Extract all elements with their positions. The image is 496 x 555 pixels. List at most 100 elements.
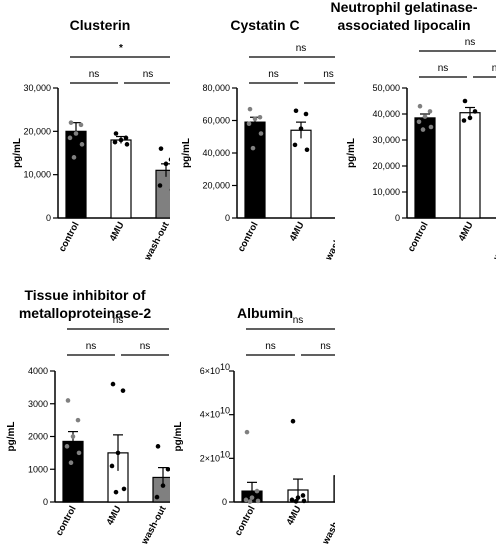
data-point [79,123,84,128]
significance-label: ns [143,69,154,80]
y-tick-label: 0 [225,213,230,223]
chart-panel-timp2: Tissue inhibitor of metalloproteinase-2 pg… [0,285,170,550]
x-category-label: control [233,504,258,538]
chart-panel-ngal: Neutrophil gelatinase-associated lipocal… [326,0,496,265]
y-tick-label: 40,000 [202,148,230,158]
y-tick-label: 30,000 [23,83,51,93]
data-point [251,146,256,151]
chart-clusterin: Clusterinpg/mL010,00020,00030,000control… [0,0,170,265]
data-point [418,104,423,109]
x-category-label: 4MU [457,220,476,243]
significance-label: ns [265,341,276,352]
significance-label: ns [296,43,307,54]
significance-label: ns [86,341,97,352]
data-point [245,430,250,435]
y-tick-label: 0 [222,497,227,507]
significance-label: ns [89,69,100,80]
data-point [71,434,76,439]
chart-title: Neutrophil gelatinase- [330,0,477,15]
x-category-label: 4MU [108,220,127,243]
data-point [423,114,428,119]
y-tick-label: 4×10 [200,410,220,420]
data-point [119,138,124,143]
data-point [294,499,299,504]
data-point [256,499,261,504]
chart-title: metalloproteinase-2 [19,305,151,321]
data-point [250,495,255,500]
data-point [462,118,467,123]
chart-title: Tissue inhibitor of [24,287,145,303]
data-point [68,136,73,141]
significance-label: ns [492,63,496,74]
y-tick-label: 0 [46,213,51,223]
y-tick-label: 4000 [28,366,48,376]
chart-title: Cystatin C [230,17,299,33]
significance-label: ns [140,341,151,352]
x-category-label: control [236,220,261,254]
chart-title: associated lipocalin [337,17,470,33]
data-point [248,499,253,504]
x-category-label: control [406,220,431,254]
bar-control [415,118,435,218]
y-axis-label: pg/mL [6,422,17,452]
chart-cystatin-c: Cystatin C pg/mL 0 20,000 40,000 60,000 80,000… [165,0,335,265]
y-tick-label: 20,000 [372,161,400,171]
data-point [253,117,258,122]
y-tick-label: 80,000 [202,83,230,93]
data-point [417,120,422,125]
data-point [255,489,260,494]
significance-label: ns [268,69,279,80]
data-point [421,127,426,132]
significance-label: ns [293,315,304,326]
data-point [293,143,298,148]
chart-timp2: Tissue inhibitor of metalloproteinase-2 pg… [0,285,170,550]
y-tick-label: 2×10 [200,453,220,463]
data-point [65,444,70,449]
data-point [294,108,299,113]
y-axis-label: pg/mL [173,422,184,452]
data-point [301,493,306,498]
y-tick-label: 20,000 [202,181,230,191]
y-axis-label: pg/mL [181,138,192,168]
chart-title: Clusterin [70,17,131,33]
bar-4MU [460,113,480,218]
y-tick-label: 60,000 [202,116,230,126]
data-point [304,112,309,117]
data-point [428,109,433,114]
y-tick-label: 10,000 [23,170,51,180]
data-point [468,116,473,121]
y-tick-label: 0 [43,497,48,507]
data-point [76,418,81,423]
data-point [473,109,478,114]
data-point [248,107,253,112]
y-tick-label: 1000 [28,464,48,474]
data-point [124,136,129,141]
y-axis-label: pg/mL [346,138,357,168]
y-tick-label: 0 [395,213,400,223]
data-point [122,487,127,492]
data-point [114,131,119,136]
y-tick-label: 2000 [28,432,48,442]
significance-label: ns [465,37,476,48]
y-tick-label: 10,000 [372,187,400,197]
data-point [158,183,163,188]
y-tick-exponent: 10 [220,406,230,416]
x-category-label: control [54,504,79,538]
x-category-label: 4MU [105,504,124,527]
data-point [77,451,82,456]
significance-label: ns [320,341,331,352]
data-point [302,499,307,504]
y-tick-label: 40,000 [372,109,400,119]
y-tick-label: 3000 [28,399,48,409]
data-point [116,451,121,456]
bar-control [245,122,265,218]
bar-wash-out [334,476,335,502]
data-point [305,147,310,152]
data-point [291,419,296,424]
data-point [113,140,118,145]
data-point [159,146,164,151]
data-point [110,464,115,469]
data-point [72,155,77,160]
